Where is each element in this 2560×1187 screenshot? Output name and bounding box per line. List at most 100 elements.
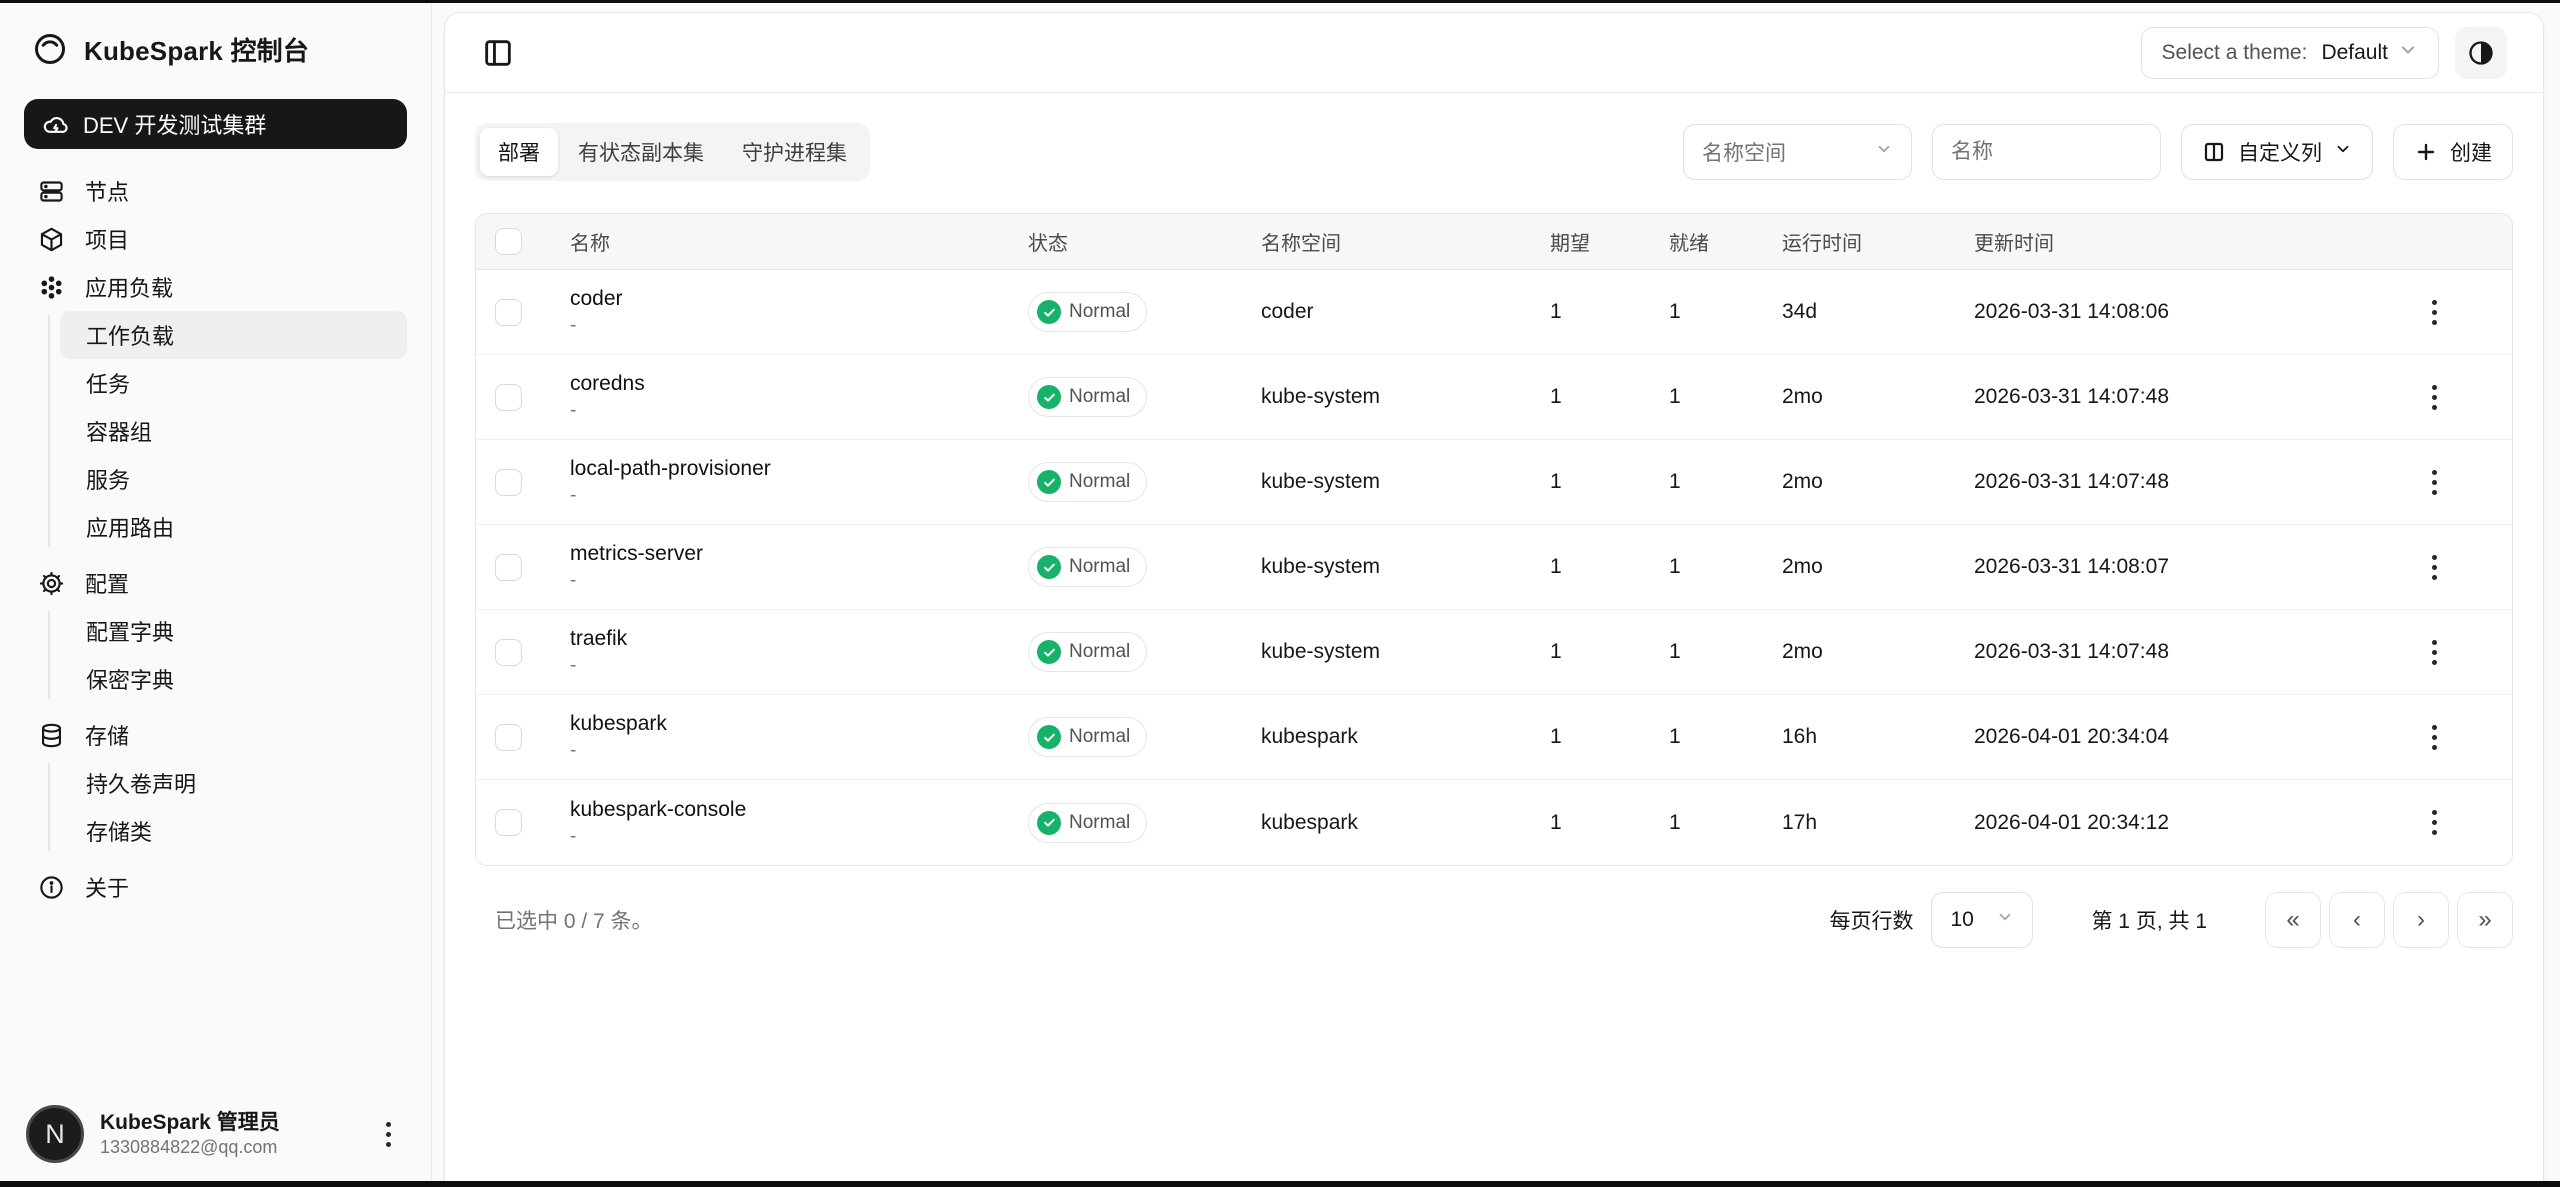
- sidebar-item-pvcs[interactable]: 持久卷声明: [86, 772, 197, 797]
- sidebar-item-jobs[interactable]: 任务: [86, 372, 131, 397]
- row-actions-button[interactable]: [2417, 717, 2451, 757]
- info-icon: [38, 874, 65, 901]
- filters: 名称空间 自定义列: [1683, 124, 2513, 180]
- theme-select[interactable]: Select a theme: Default: [2140, 26, 2439, 79]
- updated-cell: 2026-03-31 14:07:48: [1974, 640, 2169, 663]
- kebab-icon: [2431, 639, 2437, 665]
- workload-name[interactable]: kubespark: [570, 712, 667, 735]
- app-logo-row: KubeSpark 控制台: [24, 27, 407, 71]
- tab-daemonsets[interactable]: 守护进程集: [724, 128, 865, 176]
- sidebar-item-storageclasses[interactable]: 存储类: [86, 820, 153, 845]
- main-panel: Select a theme: Default 部署 有状态副本集: [444, 12, 2544, 1187]
- customize-columns-button[interactable]: 自定义列: [2181, 124, 2373, 180]
- sidebar-item-routes[interactable]: 应用路由: [86, 516, 175, 541]
- sidebar-item-config[interactable]: 配置: [24, 559, 407, 607]
- row-checkbox[interactable]: [494, 383, 522, 411]
- sidebar-item-projects[interactable]: 项目: [24, 215, 407, 263]
- row-actions-button[interactable]: [2417, 292, 2451, 332]
- sidebar-item-nodes[interactable]: 节点: [24, 167, 407, 215]
- toolbar: Select a theme: Default: [445, 13, 2543, 93]
- window-bottom-edge: [0, 1181, 2560, 1187]
- kebab-icon: [2431, 384, 2437, 410]
- select-all-checkbox[interactable]: [494, 228, 522, 255]
- workloads-table: 名称 状态 名称空间 期望 就绪 运行时间 更新时间 coder - Norma…: [475, 213, 2513, 866]
- row-actions-button[interactable]: [2417, 462, 2451, 502]
- panel-left-icon: [481, 36, 515, 70]
- row-actions-button[interactable]: [2417, 547, 2451, 587]
- sidebar-item-app-workloads[interactable]: 应用负载: [24, 263, 407, 311]
- table-header-row: 名称 状态 名称空间 期望 就绪 运行时间 更新时间: [476, 214, 2512, 270]
- workload-subtitle: -: [570, 400, 577, 421]
- col-header-namespace: 名称空间: [1261, 233, 1341, 255]
- status-check-icon: [1037, 810, 1061, 835]
- chevron-down-icon: [2398, 40, 2418, 66]
- row-checkbox[interactable]: [494, 468, 522, 496]
- create-button[interactable]: 创建: [2393, 124, 2513, 180]
- status-badge: Normal: [1028, 802, 1148, 843]
- sidebar-item-label: 关于: [85, 876, 130, 901]
- contrast-icon: [2467, 39, 2495, 67]
- next-page-button[interactable]: ›: [2393, 892, 2449, 948]
- table-row: local-path-provisioner - Normal kube-sys…: [476, 440, 2512, 525]
- prev-page-button[interactable]: ‹: [2329, 892, 2385, 948]
- sidebar-item-storage[interactable]: 存储: [24, 711, 407, 759]
- namespace-select[interactable]: 名称空间: [1683, 124, 1912, 180]
- config-subgroup: 配置字典 保密字典: [48, 607, 407, 703]
- user-email: 1330884822@qq.com: [100, 1136, 278, 1157]
- workload-name[interactable]: metrics-server: [570, 542, 704, 565]
- table-row: kubespark-console - Normal kubespark 1 1…: [476, 780, 2512, 865]
- age-cell: 16h: [1782, 725, 1818, 748]
- status-check-icon: [1037, 470, 1061, 494]
- first-page-button[interactable]: «: [2265, 892, 2321, 948]
- theme-select-value: Default: [2321, 40, 2388, 64]
- user-name: KubeSpark 管理员: [100, 1110, 280, 1134]
- row-actions-button[interactable]: [2417, 377, 2451, 417]
- row-actions-button[interactable]: [2417, 803, 2451, 843]
- row-checkbox[interactable]: [494, 723, 522, 751]
- ready-cell: 1: [1669, 470, 1681, 493]
- row-checkbox[interactable]: [494, 553, 522, 581]
- status-check-icon: [1037, 640, 1061, 664]
- namespace-cell: kubespark: [1261, 725, 1358, 748]
- workload-name[interactable]: coredns: [570, 372, 645, 395]
- pagination-bar: 已选中 0 / 7 条。 每页行数 10 第 1 页, 共 1 « ‹ › »: [475, 892, 2513, 948]
- user-profile[interactable]: N KubeSpark 管理员 1330884822@qq.com: [24, 1099, 407, 1163]
- dark-mode-toggle-button[interactable]: [2455, 26, 2507, 79]
- sidebar-toggle-button[interactable]: [481, 36, 515, 70]
- status-badge: Normal: [1028, 462, 1148, 502]
- cluster-selector[interactable]: DEV 开发测试集群: [24, 99, 407, 149]
- status-badge: Normal: [1028, 377, 1148, 417]
- workload-name[interactable]: traefik: [570, 627, 628, 650]
- sidebar-item-about[interactable]: 关于: [24, 863, 407, 911]
- row-checkbox[interactable]: [494, 809, 522, 836]
- row-checkbox[interactable]: [494, 298, 522, 326]
- sidebar-item-pods[interactable]: 容器组: [86, 420, 153, 445]
- status-check-icon: [1037, 725, 1061, 749]
- page-info: 第 1 页, 共 1: [2091, 910, 2207, 933]
- workload-name[interactable]: coder: [570, 287, 623, 310]
- row-actions-button[interactable]: [2417, 632, 2451, 672]
- last-page-button[interactable]: »: [2457, 892, 2513, 948]
- namespace-select-placeholder: 名称空间: [1702, 142, 1786, 165]
- cluster-label: DEV 开发测试集群: [83, 113, 267, 138]
- sidebar-item-configmaps[interactable]: 配置字典: [86, 620, 175, 645]
- sidebar-item-workloads[interactable]: 工作负载: [60, 311, 407, 359]
- updated-cell: 2026-03-31 14:07:48: [1974, 385, 2169, 408]
- desired-cell: 1: [1550, 470, 1562, 493]
- table-row: coredns - Normal kube-system 1 1 2mo 202…: [476, 355, 2512, 440]
- storage-subgroup: 持久卷声明 存储类: [48, 759, 407, 855]
- table-row: coder - Normal coder 1 1 34d 2026-03-31 …: [476, 270, 2512, 355]
- user-menu-button[interactable]: [371, 1114, 405, 1154]
- workload-name[interactable]: local-path-provisioner: [570, 457, 771, 480]
- workload-subtitle: -: [570, 485, 577, 506]
- row-checkbox[interactable]: [494, 638, 522, 666]
- sidebar-item-secrets[interactable]: 保密字典: [86, 668, 175, 693]
- workload-name[interactable]: kubespark-console: [570, 797, 747, 821]
- rows-per-page-select[interactable]: 10: [1931, 892, 2034, 948]
- ready-cell: 1: [1669, 725, 1681, 748]
- name-filter-input[interactable]: [1932, 124, 2161, 180]
- tab-statefulsets[interactable]: 有状态副本集: [560, 128, 722, 176]
- tab-deployments[interactable]: 部署: [480, 128, 558, 176]
- sidebar-item-services[interactable]: 服务: [86, 468, 131, 493]
- updated-cell: 2026-03-31 14:08:07: [1974, 555, 2169, 578]
